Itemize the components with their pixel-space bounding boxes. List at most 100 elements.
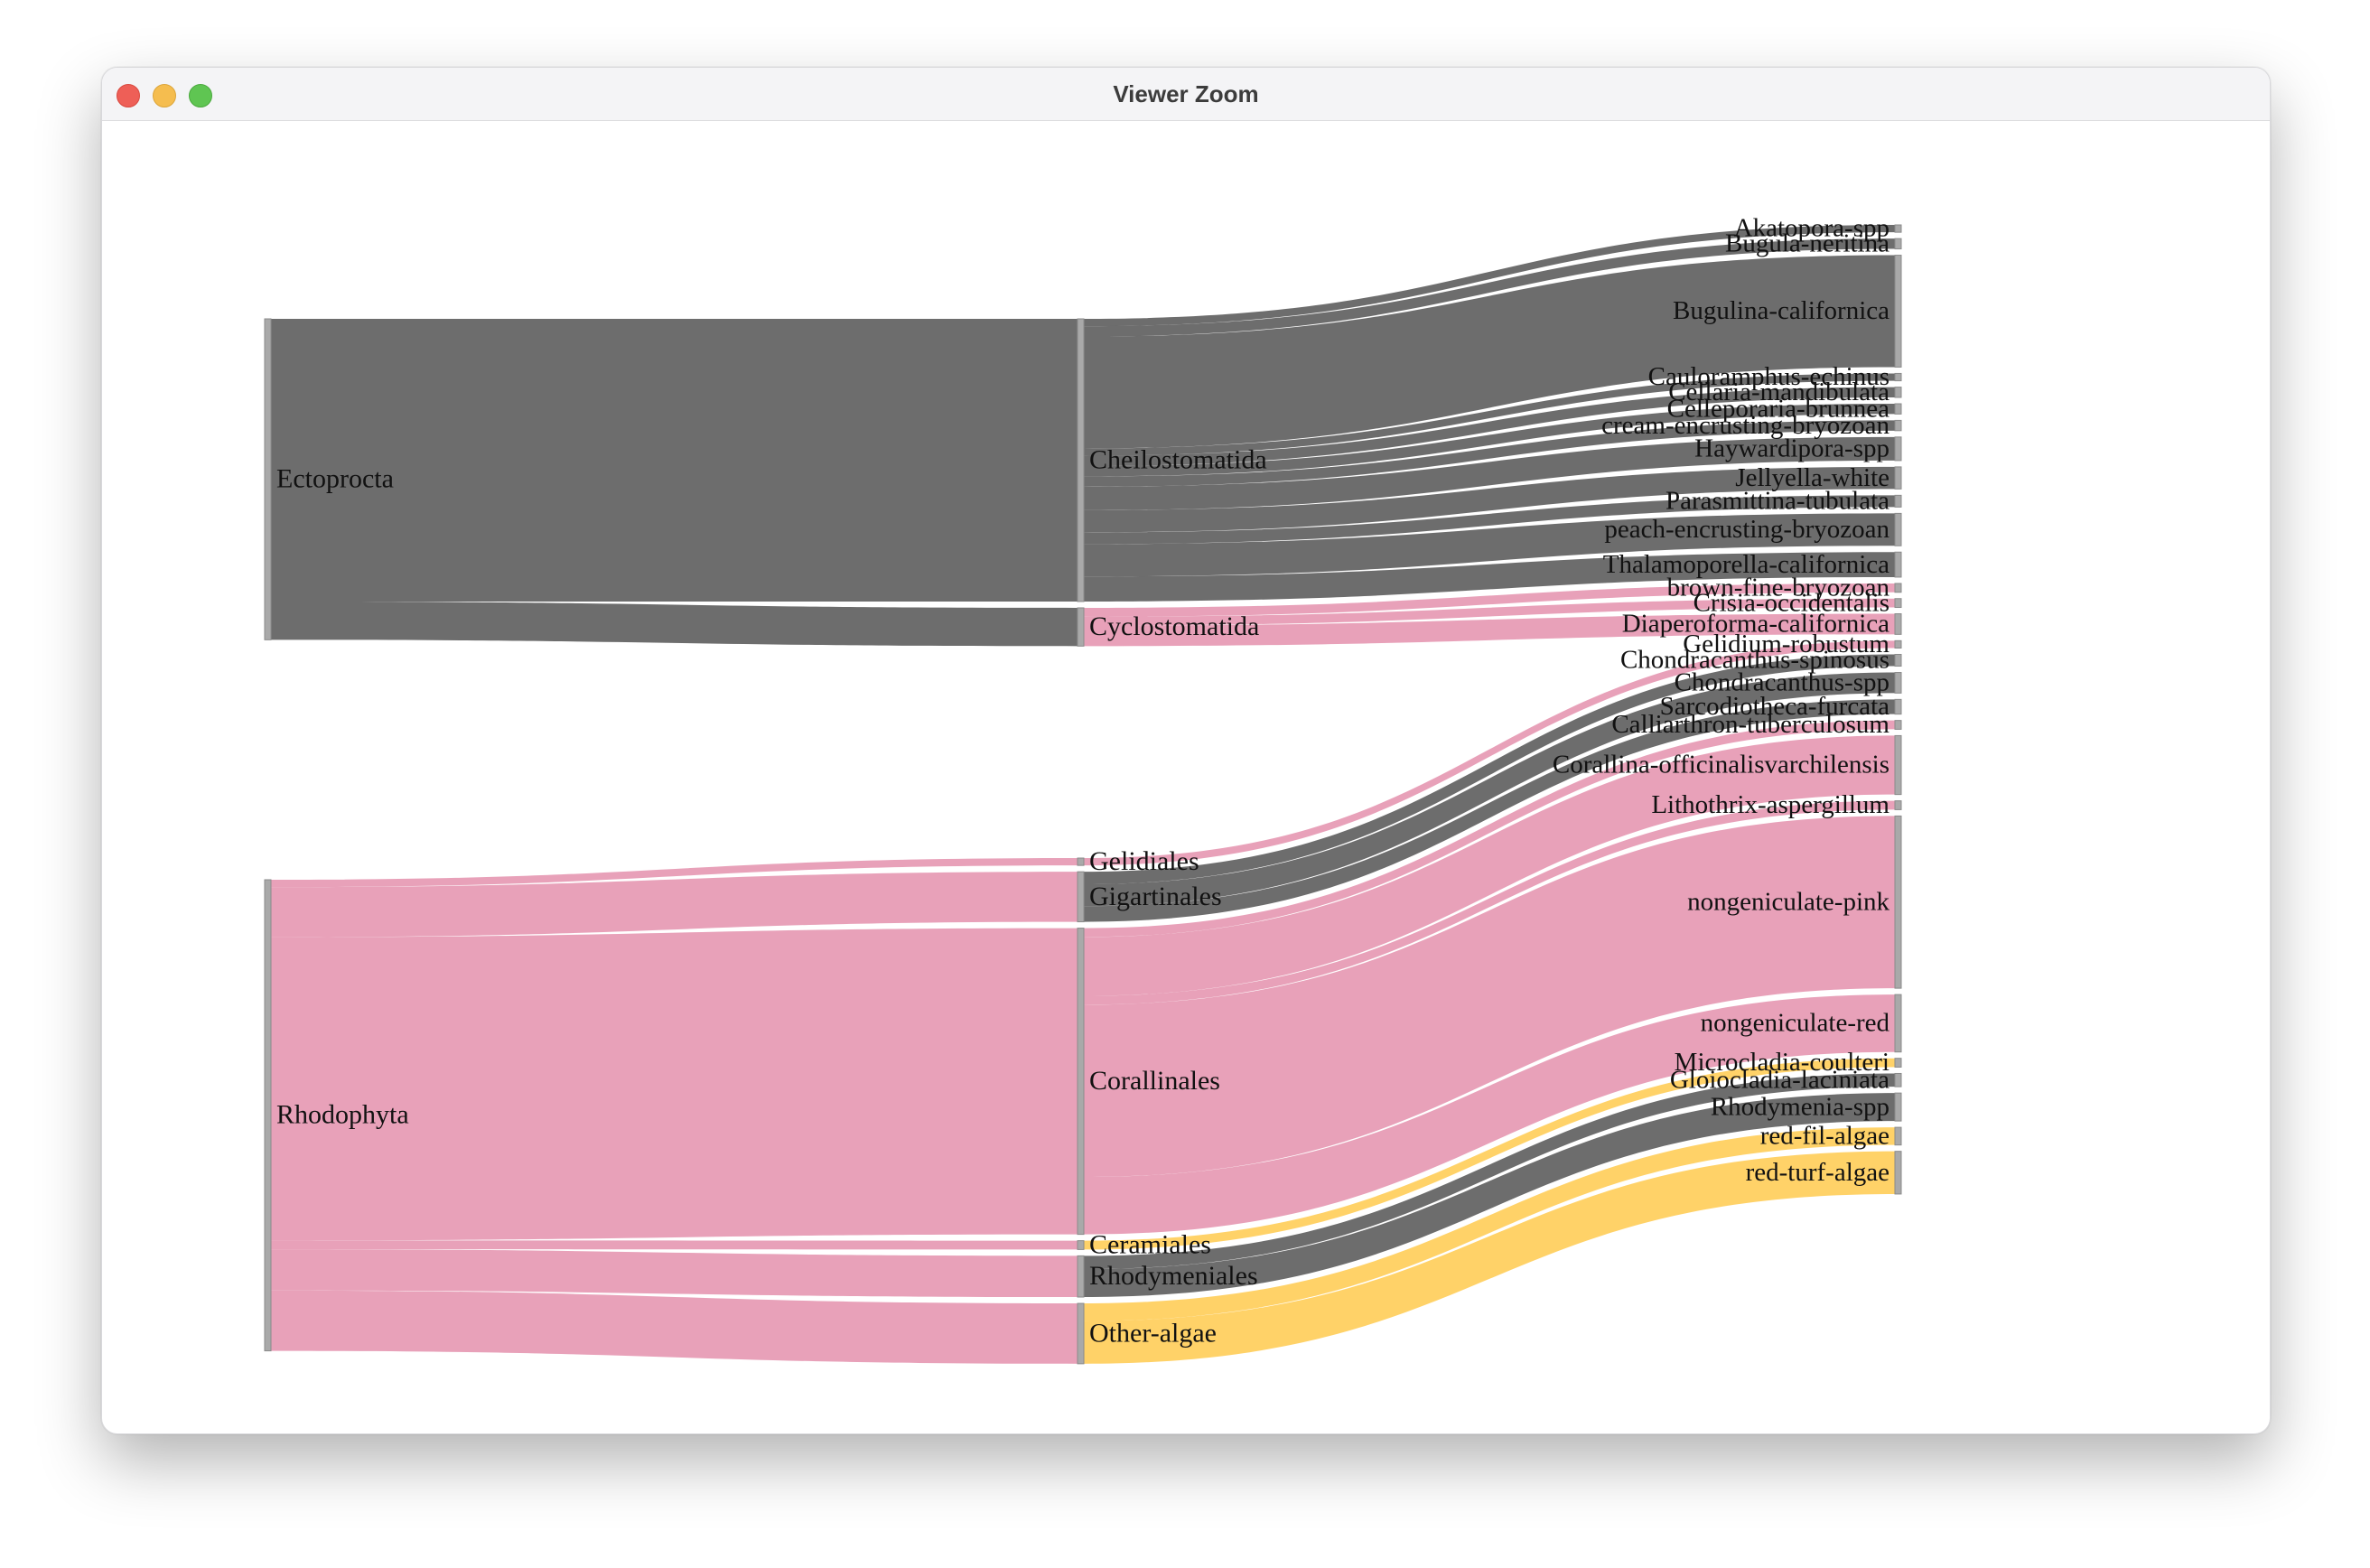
link-cheilostomatida-to-haywardipora-spp[interactable]: [1084, 436, 1895, 510]
link-rhodophyta-to-gigartinales[interactable]: [271, 872, 1078, 938]
node-label-sarcodiotheca-furcata: Sarcodiotheca-furcata: [1660, 692, 1890, 721]
link-rhodophyta-to-rhodymeniales[interactable]: [271, 1249, 1078, 1298]
node-jellyella-white[interactable]: [1894, 466, 1902, 490]
viewer-content: Ectoprocta Rhodophyta Cheilostomatida Cyclo…: [102, 121, 2270, 1433]
node-cream-encrusting-bryozoan[interactable]: [1894, 419, 1902, 432]
node-akatopora-spp[interactable]: [1894, 224, 1902, 233]
link-rhodophyta-to-corallinales[interactable]: [271, 928, 1078, 1241]
node-label-cellaria-mandibulata: Cellaria-mandibulata: [1668, 378, 1889, 406]
node-red-turf-algae[interactable]: [1894, 1151, 1902, 1195]
link-cheilostomatida-to-parasmittina-tubulata[interactable]: [1084, 495, 1895, 545]
node-label-jellyella-white: Jellyella-white: [1735, 463, 1889, 492]
link-rhodophyta-to-ceramiales[interactable]: [271, 1240, 1078, 1250]
node-label-haywardipora-spp: Haywardipora-spp: [1694, 434, 1889, 463]
node-crisia-occidentalis[interactable]: [1894, 598, 1902, 609]
link-ectoprocta-to-cyclostomatida[interactable]: [271, 601, 1078, 647]
zoom-window-button[interactable]: [189, 84, 212, 107]
node-red-fil-algae[interactable]: [1894, 1126, 1902, 1146]
node-label-ceramiales: Ceramiales: [1089, 1229, 1211, 1259]
node-microcladia-coulteri[interactable]: [1894, 1058, 1902, 1068]
link-other-algae-to-red-fil-algae[interactable]: [1084, 1127, 1895, 1321]
link-ectoprocta-to-cheilostomatida[interactable]: [271, 319, 1078, 602]
node-label-parasmittina-tubulata: Parasmittina-tubulata: [1666, 487, 1889, 516]
node-thalamoporella-californica[interactable]: [1894, 551, 1902, 578]
link-cyclostomatida-to-diaperoforma-californica[interactable]: [1084, 613, 1895, 647]
node-cauloramphus-echinus[interactable]: [1894, 372, 1902, 382]
link-other-algae-to-red-turf-algae[interactable]: [1084, 1151, 1895, 1364]
node-parasmittina-tubulata[interactable]: [1894, 494, 1902, 508]
node-cellaria-mandibulata[interactable]: [1894, 387, 1902, 398]
link-gigartinales-to-chondracanthus-spinosus[interactable]: [1084, 654, 1895, 885]
link-corallinales-to-nongeniculate-red[interactable]: [1084, 994, 1895, 1235]
link-cheilostomatida-to-peach-encrusting-bryozoan[interactable]: [1084, 513, 1895, 577]
node-corallina-officinalisvarchilensis[interactable]: [1894, 734, 1902, 796]
node-cheilostomatida[interactable]: [1077, 318, 1085, 602]
viewer-window: Viewer Zoom Ectoprocta Rhodophyta Cheilost…: [101, 67, 2271, 1434]
node-label-calliarthron-tuberculosum: Calliarthron-tuberculosum: [1611, 710, 1889, 739]
node-nongeniculate-red[interactable]: [1894, 994, 1902, 1053]
node-sarcodiotheca-furcata[interactable]: [1894, 698, 1902, 715]
node-celleporaria-brunnea[interactable]: [1894, 403, 1902, 415]
link-corallinales-to-calliarthron-tuberculosum[interactable]: [1084, 720, 1895, 938]
node-gloiocladia-laciniata[interactable]: [1894, 1072, 1902, 1087]
minimize-window-button[interactable]: [153, 84, 176, 107]
node-label-diaperoforma-californica: Diaperoforma-californica: [1622, 610, 1889, 639]
link-cheilostomatida-to-akatopora-spp[interactable]: [1084, 225, 1895, 327]
link-rhodophyta-to-other-algae[interactable]: [271, 1290, 1078, 1364]
node-rhodophyta[interactable]: [264, 879, 272, 1352]
link-rhodymeniales-to-gloiocladia-laciniata[interactable]: [1084, 1073, 1895, 1270]
node-chondracanthus-spp[interactable]: [1894, 672, 1902, 694]
link-cheilostomatida-to-bugula-neritina[interactable]: [1084, 238, 1895, 337]
node-diaperoforma-californica[interactable]: [1894, 613, 1902, 635]
node-bugula-neritina[interactable]: [1894, 238, 1902, 250]
link-gigartinales-to-chondracanthus-spp[interactable]: [1084, 672, 1895, 907]
link-cyclostomatida-to-crisia-occidentalis[interactable]: [1084, 598, 1895, 626]
node-rhodymenia-spp[interactable]: [1894, 1092, 1902, 1122]
link-cheilostomatida-to-celleporaria-brunnea[interactable]: [1084, 404, 1895, 477]
link-corallinales-to-lithothrix-aspergillum[interactable]: [1084, 800, 1895, 1005]
node-label-rhodymeniales: Rhodymeniales: [1089, 1261, 1258, 1291]
nodes-layer: [264, 224, 1902, 1365]
node-gelidiales[interactable]: [1077, 857, 1085, 866]
sankey-diagram: Ectoprocta Rhodophyta Cheilostomatida Cyclo…: [264, 214, 1902, 1365]
node-cyclostomatida[interactable]: [1077, 607, 1085, 647]
node-lithothrix-aspergillum[interactable]: [1894, 800, 1902, 810]
node-ceramiales[interactable]: [1077, 1240, 1085, 1250]
link-cheilostomatida-to-thalamoporella-californica[interactable]: [1084, 552, 1895, 602]
node-label-celleporaria-brunnea: Celleporaria-brunnea: [1667, 394, 1890, 423]
link-ceramiales-to-microcladia-coulteri[interactable]: [1084, 1058, 1895, 1250]
link-cheilostomatida-to-cauloramphus-echinus[interactable]: [1084, 373, 1895, 456]
node-other-algae[interactable]: [1077, 1302, 1085, 1365]
node-label-nongeniculate-pink: nongeniculate-pink: [1687, 887, 1889, 916]
node-brown-fine-bryozoan[interactable]: [1894, 583, 1902, 593]
node-rhodymeniales[interactable]: [1077, 1255, 1085, 1298]
node-gigartinales[interactable]: [1077, 871, 1085, 923]
node-corallinales[interactable]: [1077, 928, 1085, 1236]
node-label-red-fil-algae: red-fil-algae: [1760, 1122, 1889, 1151]
node-haywardipora-spp[interactable]: [1894, 436, 1902, 462]
link-corallinales-to-nongeniculate-pink[interactable]: [1084, 816, 1895, 1178]
node-calliarthron-tuberculosum[interactable]: [1894, 720, 1902, 730]
link-rhodophyta-to-gelidiales[interactable]: [271, 858, 1078, 888]
node-label-cyclostomatida: Cyclostomatida: [1089, 611, 1259, 641]
close-window-button[interactable]: [117, 84, 140, 107]
node-peach-encrusting-bryozoan[interactable]: [1894, 512, 1902, 546]
node-gelidium-robustum[interactable]: [1894, 639, 1902, 649]
link-cyclostomatida-to-brown-fine-bryozoan[interactable]: [1084, 583, 1895, 617]
link-cheilostomatida-to-cellaria-mandibulata[interactable]: [1084, 387, 1895, 466]
link-gigartinales-to-sarcodiotheca-furcata[interactable]: [1084, 699, 1895, 922]
node-nongeniculate-pink[interactable]: [1894, 815, 1902, 989]
node-label-gelidium-robustum: Gelidium-robustum: [1683, 630, 1889, 658]
link-cheilostomatida-to-bugulina-californica[interactable]: [1084, 255, 1895, 449]
node-label-gloiocladia-laciniata: Gloiocladia-laciniata: [1670, 1065, 1889, 1094]
window-title: Viewer Zoom: [1113, 80, 1259, 107]
node-ectoprocta[interactable]: [264, 318, 272, 640]
link-corallinales-to-corallina-officinalisvarchilensis[interactable]: [1084, 735, 1895, 996]
link-gelidiales-to-gelidium-robustum[interactable]: [1084, 640, 1895, 866]
node-chondracanthus-spinosus[interactable]: [1894, 653, 1902, 667]
labels-layer: Ectoprocta Rhodophyta Cheilostomatida Cyclo…: [276, 214, 1890, 1349]
link-cheilostomatida-to-cream-encrusting-bryozoan[interactable]: [1084, 420, 1895, 487]
link-rhodymeniales-to-rhodymenia-spp[interactable]: [1084, 1093, 1895, 1298]
link-cheilostomatida-to-jellyella-white[interactable]: [1084, 466, 1895, 533]
node-bugulina-californica[interactable]: [1894, 255, 1902, 368]
